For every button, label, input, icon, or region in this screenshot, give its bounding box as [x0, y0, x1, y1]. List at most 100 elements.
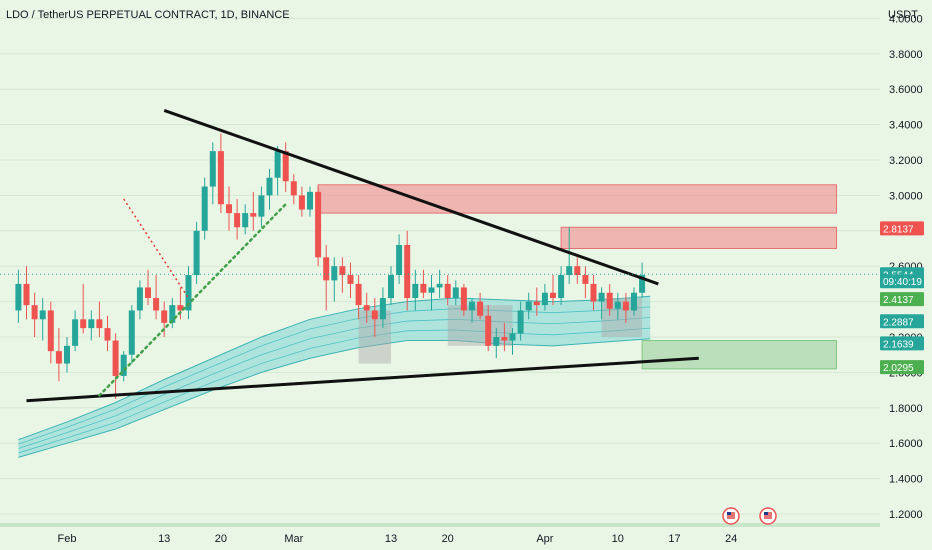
candle-body: [606, 292, 613, 309]
candle-body: [47, 310, 54, 352]
candle-body: [477, 301, 484, 316]
time-axis[interactable]: Feb 13 20 Mar 13 20 Apr 10 17 24: [0, 523, 880, 545]
price-badge-label: 2.1639: [883, 339, 914, 350]
currency-label[interactable]: USDT: [888, 9, 918, 21]
candle: [88, 310, 95, 341]
candle-body: [485, 315, 492, 346]
candle-body: [331, 266, 338, 281]
time-axis-band: [0, 523, 880, 527]
price-tick-label: 1.8000: [889, 403, 923, 415]
candle-body: [469, 301, 475, 311]
time-tick-label: 20: [442, 533, 454, 545]
candle-body: [282, 151, 289, 182]
candle: [379, 287, 386, 329]
price-badge-box: [880, 292, 924, 307]
candle: [331, 257, 338, 302]
price-badge: 2.8137: [880, 221, 924, 236]
trendline: [26, 356, 699, 403]
candle: [282, 142, 289, 192]
candle: [469, 298, 475, 323]
candle-body: [64, 345, 70, 364]
candle: [23, 266, 30, 320]
candle: [541, 283, 548, 311]
candle: [15, 269, 22, 323]
candle: [582, 266, 589, 299]
time-tick-label: 13: [158, 533, 170, 545]
candle-body: [590, 283, 597, 302]
candle-body: [290, 181, 297, 196]
candle-body: [379, 298, 386, 320]
candle: [169, 298, 176, 329]
candle: [493, 328, 500, 359]
candle-body: [72, 319, 79, 346]
candle-body: [39, 310, 46, 320]
candle-body: [533, 301, 540, 306]
candle-body: [258, 195, 265, 217]
time-tick-label: Mar: [284, 533, 303, 545]
candle-body: [226, 204, 232, 214]
candle-body: [396, 244, 403, 276]
ema-line: [18, 327, 651, 454]
candle-body: [525, 301, 532, 311]
candle-body: [614, 301, 621, 309]
ema-line: [18, 317, 651, 449]
candle: [525, 292, 532, 320]
price-badge: 2.4137: [880, 292, 924, 307]
candle: [606, 283, 613, 316]
price-badge-label: 2.2887: [883, 317, 914, 328]
candle: [614, 292, 621, 320]
candle-body: [412, 283, 419, 299]
candle: [298, 186, 305, 217]
ema-band: [18, 295, 651, 458]
candles: [15, 133, 646, 399]
candle: [501, 322, 508, 352]
candle-body: [339, 266, 346, 276]
candle-body: [574, 266, 581, 276]
price-tick-label: 3.8000: [889, 49, 923, 61]
candle-body: [201, 186, 208, 231]
price-badge-box: [880, 360, 924, 375]
candle-body: [185, 275, 192, 311]
price-tick-label: 1.4000: [889, 474, 923, 486]
price-badge: 2.2887: [880, 314, 924, 329]
candle-body: [153, 298, 160, 311]
flag-stripes: [764, 512, 772, 519]
price-badge-label: 09:40:19: [883, 277, 922, 288]
candle-body: [501, 337, 508, 341]
price-tick-label: 1.6000: [889, 438, 923, 450]
events[interactable]: [722, 507, 777, 525]
candle: [217, 133, 224, 214]
flag-canton: [764, 512, 768, 515]
candle-body: [145, 287, 151, 299]
candle: [452, 280, 459, 306]
time-tick-label: 20: [215, 533, 227, 545]
price-badge: 09:40:19: [880, 274, 924, 289]
candle: [428, 275, 435, 311]
time-tick-label: 13: [385, 533, 397, 545]
candle-body: [88, 319, 95, 329]
candle: [598, 287, 605, 320]
candle-body: [355, 283, 362, 306]
chart-title: LDO / TetherUS PERPETUAL CONTRACT, 1D, B…: [6, 9, 290, 21]
time-tick-label: 24: [725, 533, 737, 545]
price-labels: 2.81372.554409:40:192.41372.28872.16392.…: [880, 221, 924, 375]
candle: [39, 298, 46, 341]
demand-zone: [641, 340, 837, 370]
candle-body: [266, 177, 273, 196]
supply-zone: [560, 226, 837, 249]
candle-body: [566, 266, 573, 276]
trendline: [163, 109, 659, 286]
trendline: [98, 203, 287, 397]
candle: [509, 328, 516, 355]
price-badge-box: [880, 221, 924, 236]
ema-line: [18, 306, 651, 445]
candle-body: [298, 195, 305, 210]
supply-zone: [317, 184, 838, 214]
candle: [307, 186, 313, 217]
candle: [566, 227, 573, 284]
candle: [128, 305, 135, 364]
candle-body: [598, 292, 605, 302]
candle-body: [128, 310, 135, 355]
